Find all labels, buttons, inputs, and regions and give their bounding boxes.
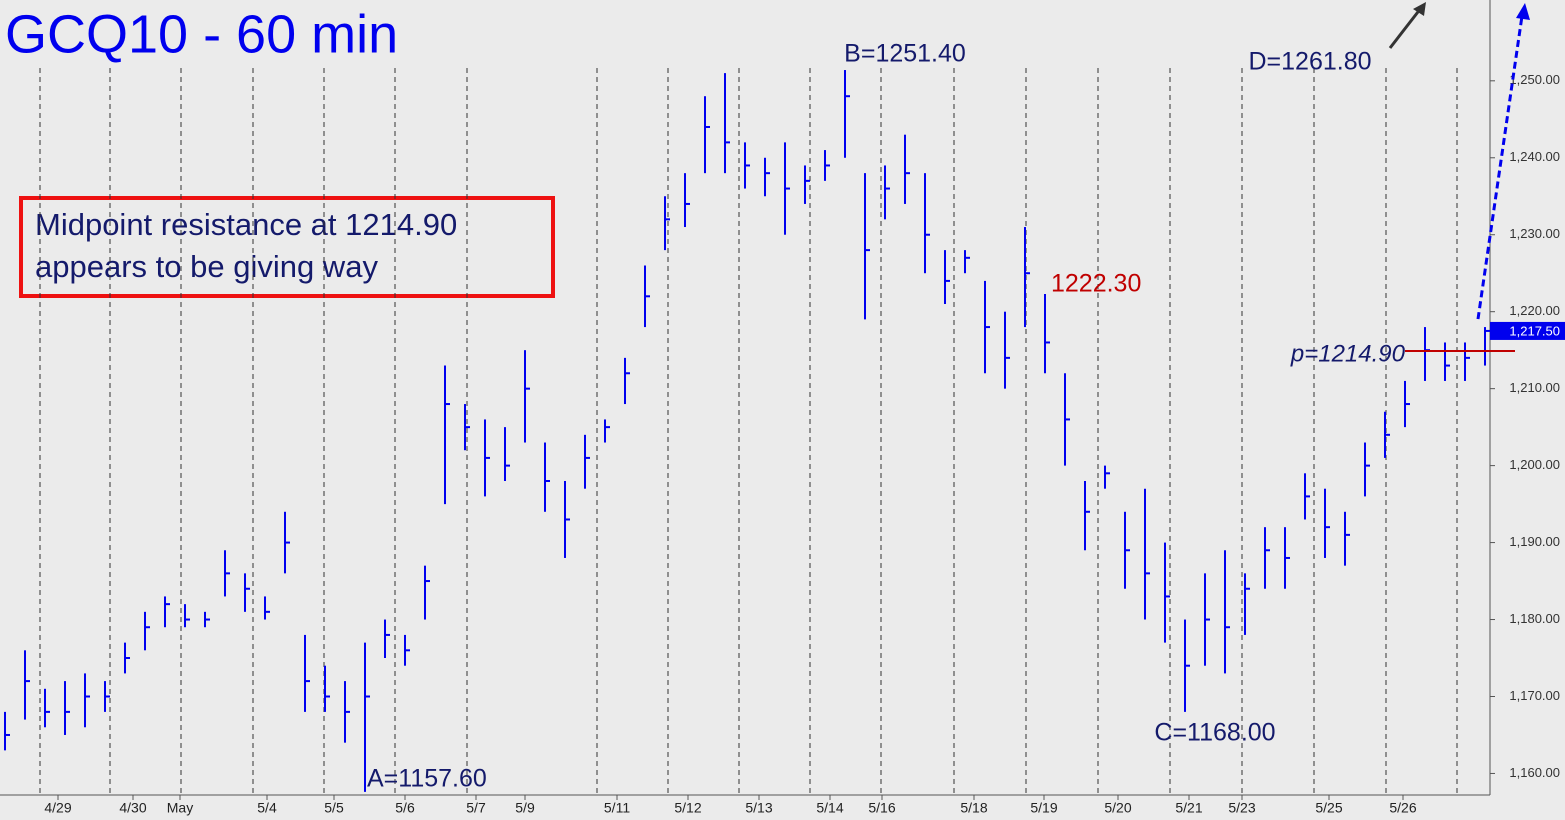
projection (1476, 15, 1524, 320)
annotation: D=1261.80 (1248, 48, 1371, 76)
note-line: appears to be giving way (35, 249, 378, 284)
x-tick-label: 5/13 (745, 800, 772, 816)
x-tick-label: 5/5 (324, 800, 344, 816)
y-tick-label: 1,190.00 (1509, 534, 1560, 549)
y-tick-label: 1,170.00 (1509, 688, 1560, 703)
x-tick-label: 5/4 (257, 800, 277, 816)
x-tick-label: 5/21 (1175, 800, 1202, 816)
y-tick-label: 1,240.00 (1509, 149, 1560, 164)
x-tick-label: 4/29 (44, 800, 71, 816)
x-tick-label: 5/19 (1030, 800, 1057, 816)
note-line: Midpoint resistance at 1214.90 (35, 207, 457, 242)
x-tick-label: 5/14 (816, 800, 843, 816)
x-tick-label: 5/9 (515, 800, 535, 816)
pivot-label: p=1214.90 (1290, 340, 1406, 367)
last-price-label: 1,217.50 (1509, 323, 1560, 338)
y-tick-label: 1,200.00 (1509, 457, 1560, 472)
annotation: C=1168.00 (1154, 718, 1275, 746)
last-price-box (1490, 321, 1565, 340)
y-tick-label: 1,210.00 (1509, 380, 1560, 395)
y-tick-label: 1,250.00 (1509, 72, 1560, 87)
x-tick-label: 5/6 (395, 800, 415, 816)
x-tick-label: 5/7 (466, 800, 486, 816)
x-tick-label: 5/18 (960, 800, 987, 816)
x-tick-label: 5/25 (1315, 800, 1342, 816)
x-tick-label: 5/11 (604, 800, 630, 816)
x-tick-label: 5/16 (868, 800, 895, 816)
x-tick-label: 5/23 (1228, 800, 1255, 816)
arrow-head (1413, 2, 1426, 16)
annotation: 1222.30 (1051, 270, 1141, 298)
x-tick-label: May (167, 800, 193, 816)
arrow (1388, 7, 1423, 49)
x-tick-label: 5/12 (674, 800, 701, 816)
chart-title: GCQ10 - 60 min (5, 4, 398, 64)
x-tick-label: 4/30 (119, 800, 146, 816)
y-tick-label: 1,220.00 (1509, 303, 1560, 318)
x-tick-label: 5/26 (1389, 800, 1416, 816)
y-tick-label: 1,230.00 (1509, 226, 1560, 241)
annotation: A=1157.60 (367, 765, 487, 793)
y-tick-label: 1,160.00 (1509, 765, 1560, 780)
y-tick-label: 1,180.00 (1509, 611, 1560, 626)
projection-head (1516, 3, 1530, 20)
annotation: B=1251.40 (844, 40, 966, 68)
x-tick-label: 5/20 (1104, 800, 1131, 816)
note-box (19, 196, 555, 298)
